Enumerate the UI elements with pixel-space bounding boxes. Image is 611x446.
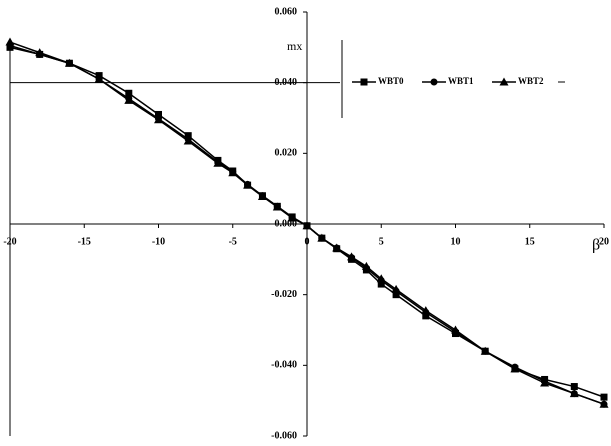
marker xyxy=(228,168,238,177)
marker xyxy=(600,393,608,401)
marker xyxy=(213,158,223,167)
marker xyxy=(124,95,134,104)
marker xyxy=(360,78,368,86)
x-tick-label: -20 xyxy=(3,236,16,247)
marker xyxy=(377,280,385,288)
marker xyxy=(451,325,460,334)
marker xyxy=(430,78,438,86)
marker xyxy=(347,252,357,261)
legend-label: WBT1 xyxy=(448,76,474,86)
marker xyxy=(317,233,327,242)
y-tick-label: -0.020 xyxy=(271,289,297,300)
marker xyxy=(287,213,297,222)
marker xyxy=(392,291,400,299)
legend-label: WBT2 xyxy=(518,76,544,86)
x-tick-label: 0 xyxy=(305,236,310,247)
y-tick-label: -0.040 xyxy=(271,360,297,371)
x-axis-label: β xyxy=(592,237,600,254)
marker xyxy=(599,399,609,408)
marker xyxy=(35,48,45,57)
x-tick-label: 5 xyxy=(379,236,384,247)
marker xyxy=(154,115,163,124)
marker xyxy=(5,37,15,46)
marker xyxy=(332,243,342,252)
marker xyxy=(64,58,74,67)
marker xyxy=(421,306,431,315)
marker xyxy=(569,389,579,398)
legend-label: WBT0 xyxy=(378,76,404,86)
x-tick-label: -15 xyxy=(78,236,91,247)
marker xyxy=(243,180,253,189)
marker xyxy=(422,312,430,320)
marker xyxy=(376,274,386,283)
y-tick-label: -0.060 xyxy=(271,430,297,441)
marker xyxy=(510,364,520,373)
marker xyxy=(183,136,193,145)
marker xyxy=(94,74,104,83)
marker xyxy=(570,383,578,391)
marker xyxy=(272,202,282,211)
x-tick-label: 10 xyxy=(451,236,461,247)
marker xyxy=(540,378,550,387)
marker xyxy=(257,191,267,200)
y-tick-label: 0.060 xyxy=(275,6,298,17)
x-tick-label: 15 xyxy=(525,236,535,247)
marker xyxy=(480,346,490,355)
marker xyxy=(125,89,133,97)
marker xyxy=(391,284,401,293)
x-tick-label: -5 xyxy=(229,236,237,247)
marker xyxy=(184,132,192,140)
x-tick-label: -10 xyxy=(152,236,165,247)
y-tick-label: 0.000 xyxy=(275,218,298,229)
marker xyxy=(499,77,509,86)
x-tick-label: 20 xyxy=(599,236,609,247)
marker xyxy=(155,110,162,118)
y-tick-label: 0.020 xyxy=(275,148,298,159)
marker xyxy=(361,261,371,270)
marker xyxy=(302,221,312,230)
y-axis-label: mx xyxy=(287,39,302,53)
